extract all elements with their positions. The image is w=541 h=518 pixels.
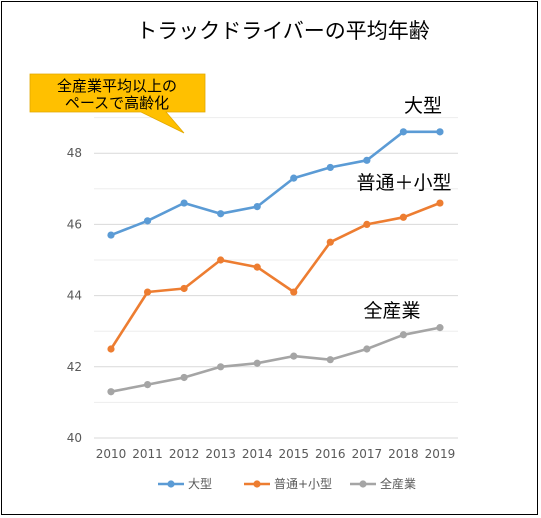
legend: 大型 普通+小型 全産業: [158, 476, 416, 491]
data-point: [436, 199, 444, 207]
x-tick-label: 2015: [278, 447, 309, 461]
data-point: [326, 356, 334, 364]
data-point: [436, 128, 444, 136]
x-tick-label: 2018: [388, 447, 419, 461]
data-point: [399, 128, 407, 136]
data-point: [363, 156, 371, 164]
x-tick-label: 2014: [242, 447, 273, 461]
x-tick-label: 2011: [132, 447, 163, 461]
y-tick-label: 44: [67, 289, 82, 303]
callout-line-2: ペースで高齢化: [65, 94, 169, 112]
legend-swatch-marker: [167, 480, 175, 488]
data-point: [217, 256, 225, 264]
legend-swatch-marker: [253, 480, 261, 488]
callout-box: [29, 73, 206, 134]
data-point: [326, 238, 334, 246]
data-point: [253, 359, 261, 367]
data-point: [436, 324, 444, 332]
x-tick-label: 2017: [352, 447, 383, 461]
legend-swatch-marker: [359, 480, 367, 488]
label-large: 大型: [404, 95, 442, 117]
legend-label: 普通+小型: [274, 477, 332, 491]
x-tick-label: 2013: [205, 447, 236, 461]
data-point: [107, 388, 115, 396]
data-point: [253, 203, 261, 211]
y-tick-label: 42: [67, 360, 82, 374]
x-tick-label: 2010: [96, 447, 127, 461]
data-point: [326, 163, 334, 172]
series-line: [109, 201, 441, 350]
callout: 全産業平均以上の ペースで高齢化: [29, 73, 206, 134]
data-point: [363, 220, 371, 228]
data-point: [253, 263, 261, 271]
label-regular-small: 普通＋小型: [356, 172, 451, 194]
data-point: [143, 288, 152, 296]
data-point: [107, 231, 115, 239]
x-tick-label: 2012: [169, 447, 200, 461]
series-line: [110, 326, 441, 393]
series-line: [110, 130, 440, 237]
chart-title: トラックドライバーの平均年齢: [136, 19, 430, 43]
data-point: [399, 213, 407, 221]
data-point: [217, 363, 225, 371]
data-point: [399, 331, 407, 339]
y-tick-label: 46: [67, 217, 82, 231]
label-all-industry: 全産業: [363, 300, 420, 322]
data-point: [290, 288, 298, 296]
data-point: [180, 373, 188, 382]
data-point: [107, 345, 115, 353]
x-tick-label: 2019: [425, 447, 456, 461]
data-point: [290, 352, 298, 360]
data-point: [290, 174, 298, 182]
data-point: [143, 381, 152, 389]
y-tick-label: 40: [67, 431, 82, 445]
data-point: [143, 217, 152, 225]
x-tick-label: 2016: [315, 447, 346, 461]
callout-line-1: 全産業平均以上の: [57, 77, 177, 95]
data-point: [180, 199, 188, 207]
data-point: [363, 345, 371, 353]
legend-label: 全産業: [380, 476, 416, 491]
y-tick-label: 48: [67, 146, 82, 160]
legend-label: 大型: [188, 477, 212, 491]
data-point: [180, 284, 188, 293]
data-point: [217, 210, 225, 218]
